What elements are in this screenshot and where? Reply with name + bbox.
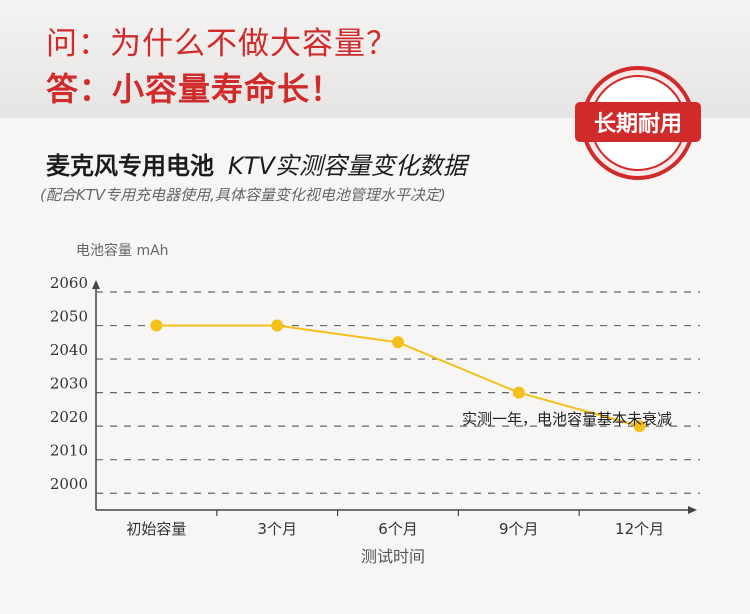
y-tick-label: 2040 [50, 341, 88, 359]
capacity-line-chart: 电池容量 mAh 2000 2010 2020 2030 2040 2050 2060 初始… [50, 242, 700, 566]
data-point [512, 386, 525, 399]
chart-subtitle: (配合KTV专用充电器使用,具体容量变化视电池管理水平决定) [40, 186, 446, 204]
y-tick-label: 2000 [50, 475, 88, 493]
chart-title: 麦克风专用电池 KTV实测容量变化数据 [46, 146, 467, 181]
x-tick-label: 初始容量 [126, 520, 186, 538]
question-text: 问：为什么不做大容量？ [46, 26, 398, 62]
answer-text: 答：小容量寿命长！ [46, 70, 344, 108]
y-axis-arrow [92, 280, 100, 289]
data-point [150, 319, 163, 332]
chart-title-main: 麦克风专用电池 [46, 152, 214, 180]
x-tick-label: 3个月 [257, 520, 297, 538]
data-point [271, 319, 284, 332]
x-tick-label: 9个月 [499, 520, 539, 538]
chart-annotation: 实测一年，电池容量基本未衰减 [462, 410, 672, 428]
data-point [392, 336, 404, 349]
data-point [633, 420, 646, 433]
y-tick-label: 2010 [50, 442, 88, 460]
y-tick-label: 2060 [50, 274, 88, 292]
durability-seal: 长期耐用 [575, 66, 701, 180]
seal-label: 长期耐用 [594, 112, 682, 137]
y-axis-label: 电池容量 mAh [76, 242, 169, 259]
x-tick-label: 12个月 [615, 520, 664, 538]
question-banner: 问：为什么不做大容量？ 答：小容量寿命长！ [0, 0, 750, 118]
chart-title-sub: KTV实测容量变化数据 [228, 152, 467, 180]
x-axis-label: 测试时间 [361, 547, 425, 566]
y-tick-label: 2030 [50, 375, 88, 393]
x-tick-label: 6个月 [378, 520, 418, 538]
x-axis-arrow [688, 506, 697, 514]
y-tick-label: 2020 [50, 408, 88, 426]
y-tick-label: 2050 [50, 308, 88, 326]
